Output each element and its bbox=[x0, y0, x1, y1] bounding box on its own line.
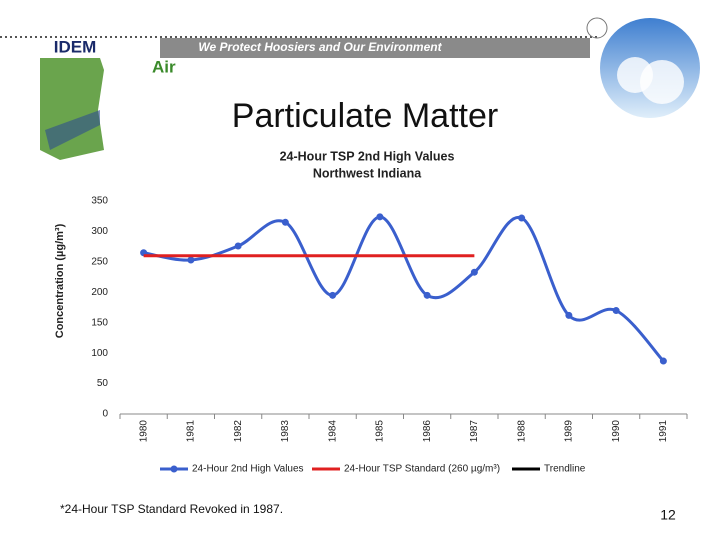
banner-text: We Protect Hoosiers and Our Environment bbox=[198, 40, 442, 54]
y-tick-label: 250 bbox=[91, 256, 108, 267]
data-point bbox=[565, 311, 573, 319]
x-tick-label: 1988 bbox=[516, 420, 527, 443]
x-tick-label: 1982 bbox=[233, 420, 244, 443]
data-point bbox=[329, 291, 337, 299]
x-tick-label: 1986 bbox=[422, 420, 433, 443]
data-point bbox=[376, 213, 384, 221]
legend-label: 24-Hour TSP Standard (260 µg/m³) bbox=[344, 464, 500, 475]
data-point bbox=[659, 357, 667, 365]
y-tick-label: 150 bbox=[91, 317, 108, 328]
data-point bbox=[281, 218, 289, 226]
y-tick-label: 200 bbox=[91, 287, 108, 298]
y-axis-label: Concentration (µg/m³) bbox=[54, 223, 66, 338]
data-point bbox=[518, 214, 526, 222]
x-tick-label: 1989 bbox=[564, 420, 575, 443]
y-tick-label: 100 bbox=[91, 348, 108, 359]
banner-bar bbox=[160, 38, 590, 58]
y-tick-label: 0 bbox=[102, 409, 108, 420]
x-tick-label: 1985 bbox=[375, 420, 386, 443]
y-tick-label: 50 bbox=[97, 378, 109, 389]
x-tick-label: 1990 bbox=[611, 420, 622, 443]
data-point bbox=[187, 256, 195, 264]
data-point bbox=[612, 307, 620, 315]
page-number: 12 bbox=[660, 507, 676, 523]
footnote: *24-Hour TSP Standard Revoked in 1987. bbox=[60, 502, 283, 516]
state-stripe bbox=[45, 110, 100, 150]
x-tick-label: 1983 bbox=[280, 420, 291, 443]
plot: 0 50 100 150 200 250 300 350 1980 1981 1982 1983 198… bbox=[91, 196, 688, 475]
section-name: Air bbox=[152, 57, 176, 76]
x-tick-label: 1980 bbox=[138, 420, 149, 443]
cloud bbox=[640, 60, 684, 104]
data-point bbox=[423, 291, 431, 299]
legend-label: 24-Hour 2nd High Values bbox=[192, 464, 304, 475]
logo-bg bbox=[48, 38, 103, 56]
logo: IDEM bbox=[54, 37, 97, 56]
x-tick-label: 1984 bbox=[327, 420, 338, 443]
data-point bbox=[234, 242, 242, 250]
chart-subtitle: Northwest Indiana bbox=[313, 166, 422, 180]
slide-title: Particulate Matter bbox=[232, 97, 498, 135]
x-tick-label: 1987 bbox=[469, 420, 480, 443]
deco-circle bbox=[586, 17, 608, 39]
series-line bbox=[143, 215, 665, 363]
y-tick-label: 350 bbox=[91, 196, 108, 207]
data-point bbox=[470, 268, 478, 276]
legend-marker bbox=[170, 465, 178, 473]
chart-title: 24-Hour TSP 2nd High Values bbox=[280, 149, 455, 163]
x-tick-label: 1981 bbox=[186, 420, 197, 443]
x-tick-label: 1991 bbox=[658, 420, 669, 443]
y-tick-label: 300 bbox=[91, 226, 108, 237]
legend-label: Trendline bbox=[544, 464, 586, 475]
